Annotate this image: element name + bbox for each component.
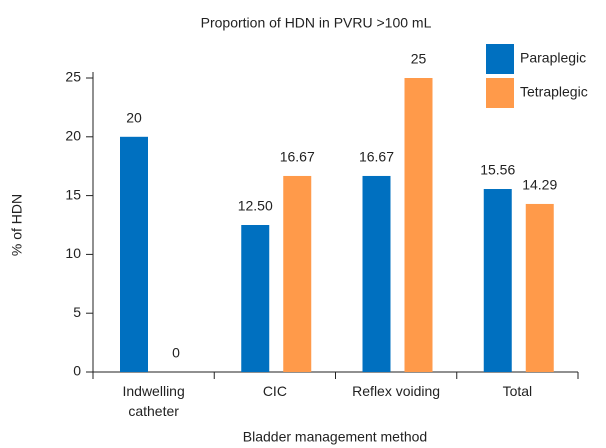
y-tick-label: 0: [73, 363, 81, 379]
x-tick-label: Reflex voiding: [352, 383, 441, 399]
y-tick-label: 25: [65, 69, 81, 85]
bar: [483, 189, 512, 372]
value-label: 16.67: [359, 149, 394, 165]
legend-label: Tetraplegic: [520, 84, 588, 100]
bar: [525, 203, 554, 372]
value-label: 15.56: [480, 162, 515, 178]
y-axis-label: % of HDN: [9, 194, 25, 256]
legend-label: Paraplegic: [520, 50, 586, 66]
value-label: 14.29: [522, 177, 557, 193]
value-label: 20: [126, 110, 142, 126]
legend-swatch: [486, 78, 514, 108]
x-tick-label: Total: [502, 383, 533, 399]
y-tick-label: 15: [65, 186, 81, 202]
bar: [120, 136, 148, 372]
value-label: 16.67: [280, 149, 315, 165]
bar: [241, 225, 270, 372]
value-label: 0: [172, 345, 180, 361]
value-label: 12.50: [238, 198, 273, 214]
x-axis-label: Bladder management method: [243, 429, 427, 445]
bar: [404, 78, 433, 372]
legend-swatch: [486, 44, 514, 74]
y-tick-label: 20: [65, 128, 81, 144]
bar: [283, 175, 312, 372]
value-label: 25: [411, 51, 427, 67]
x-tick-label: Indwelling catheter: [122, 383, 185, 419]
x-tick-label: CIC: [262, 383, 287, 399]
bar: [362, 175, 391, 372]
chart-title: Proportion of HDN in PVRU >100 mL: [201, 15, 432, 31]
y-tick-label: 10: [65, 245, 81, 261]
y-tick-label: 5: [73, 304, 81, 320]
